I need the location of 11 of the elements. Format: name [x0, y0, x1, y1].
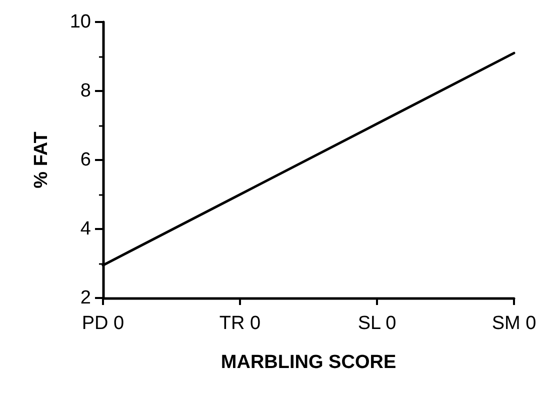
x-tick-label: TR 0 [219, 313, 261, 334]
y-tick-label: 8 [80, 80, 91, 102]
y-tick-label: 10 [70, 12, 91, 32]
x-tick-label: SM 0 [492, 313, 536, 334]
x-tick-label: SL 0 [358, 313, 396, 334]
y-axis-title: % FAT [31, 131, 52, 188]
y-tick-label: 4 [80, 218, 92, 240]
x-axis-title: MARBLING SCORE [220, 352, 396, 373]
y-tick-label: 6 [80, 150, 91, 170]
x-tick-label: PD 0 [82, 313, 124, 334]
y-tick-label: 2 [80, 288, 91, 308]
